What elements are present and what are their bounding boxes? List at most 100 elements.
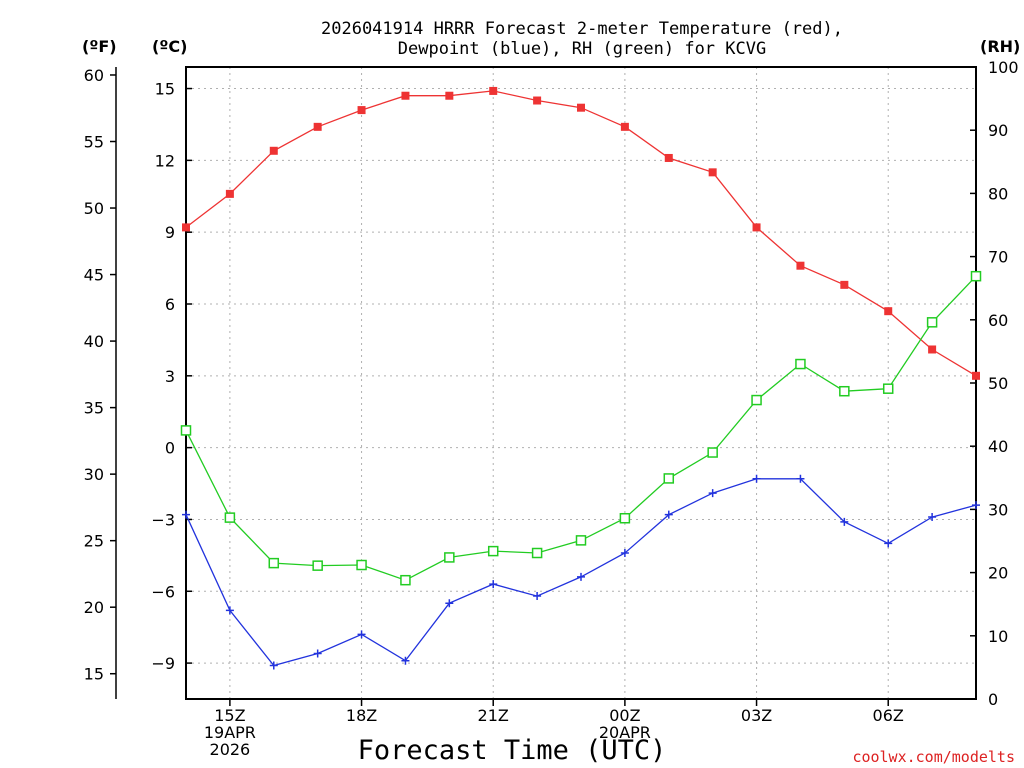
temperature-point (313, 122, 322, 131)
rh-point (707, 447, 718, 458)
rh-point (444, 552, 455, 563)
dewpoint-point (928, 513, 937, 522)
x-tick-label: 06Z (873, 706, 904, 725)
x-tick-label: 00Z (609, 706, 640, 725)
rh-point (531, 547, 543, 559)
rh-point (839, 385, 850, 397)
temperature-point (401, 91, 410, 100)
rh-tick-label: 30 (988, 500, 1008, 519)
celsius-tick-label: 9 (165, 223, 175, 242)
rh-point (795, 358, 806, 370)
temperature-point (840, 280, 849, 289)
dewpoint-point (884, 539, 893, 548)
series-rh (180, 270, 982, 586)
rh-point (268, 557, 280, 569)
dewpoint-point (620, 548, 629, 557)
fahrenheit-tick-label: 30 (84, 465, 104, 484)
rh-point (926, 317, 938, 328)
temperature-point (445, 91, 454, 100)
rh-point (224, 512, 236, 523)
fahrenheit-tick-label: 55 (84, 133, 104, 152)
rh-point (751, 394, 762, 406)
x-tick-label: 15Z (214, 706, 245, 725)
dewpoint-point (708, 489, 717, 498)
rh-tick-label: 90 (988, 121, 1008, 140)
x-tick-label: 18Z (346, 706, 377, 725)
title-line-2: Dewpoint (blue), RH (green) for KCVG (398, 39, 766, 59)
temperature-point (489, 86, 498, 95)
dewpoint-point (182, 510, 190, 519)
dewpoint-point (840, 517, 849, 526)
rh-point (400, 574, 411, 586)
fahrenheit-unit-label: (ºF) (82, 37, 117, 56)
x-tick-label: 19APR (204, 723, 256, 742)
series-temperature (182, 86, 980, 380)
celsius-tick-label: −9 (151, 654, 175, 673)
rh-tick-label: 40 (988, 437, 1008, 456)
rh-point (575, 535, 587, 546)
celsius-unit-label: (ºC) (152, 37, 187, 56)
rh-point (356, 559, 367, 571)
x-tick-label: 20APR (599, 723, 651, 742)
celsius-tick-label: 6 (165, 295, 175, 314)
title-line-1: 2026041914 HRRR Forecast 2-meter Tempera… (321, 19, 843, 39)
grid-lines (186, 67, 976, 699)
rh-tick-label: 20 (988, 564, 1008, 583)
temperature-point (884, 307, 893, 316)
dewpoint-point (664, 510, 673, 519)
series-line-temperature (185, 90, 977, 377)
temperature-point (577, 103, 585, 112)
dewpoint-point (401, 656, 410, 665)
fahrenheit-tick-label: 60 (84, 66, 104, 85)
rh-point (663, 473, 675, 484)
rh-point (487, 545, 499, 557)
rh-tick-label: 70 (988, 248, 1008, 267)
dewpoint-point (533, 592, 542, 601)
celsius-tick-label: −6 (151, 582, 175, 601)
axes: 15 20 25 30 35 40 45 50 55 60 −9 −6 −3 0 3 6 9 12 15 0 10 20 3… (84, 58, 1019, 759)
dewpoint-point (577, 572, 585, 581)
rh-point (882, 383, 894, 394)
series-line-rh (185, 275, 977, 581)
celsius-tick-label: 0 (165, 439, 175, 458)
temperature-point (357, 106, 366, 115)
rh-tick-label: 0 (988, 690, 998, 709)
temperature-point (752, 223, 761, 232)
fahrenheit-tick-label: 40 (84, 332, 104, 351)
series-layer (180, 86, 982, 670)
temperature-point (225, 189, 234, 198)
fahrenheit-tick-label: 25 (84, 532, 104, 551)
dewpoint-point (489, 580, 498, 589)
series-line-dewpoint (185, 478, 977, 667)
rh-tick-label: 50 (988, 374, 1008, 393)
celsius-tick-label: 3 (165, 367, 175, 386)
rh-tick-label: 10 (988, 627, 1008, 646)
dewpoint-point (972, 501, 980, 510)
temperature-point (928, 345, 937, 354)
x-axis-label: Forecast Time (UTC) (358, 735, 667, 766)
x-tick-label: 03Z (741, 706, 772, 725)
celsius-tick-label: −3 (151, 510, 175, 529)
temperature-point (796, 261, 805, 270)
rh-point (312, 560, 323, 571)
chart-title: 2026041914 HRRR Forecast 2-meter Tempera… (321, 19, 843, 59)
watermark: coolwx.com/modelts (852, 748, 1015, 766)
dewpoint-point (313, 649, 322, 658)
dewpoint-point (752, 474, 761, 483)
fahrenheit-tick-label: 20 (84, 598, 104, 617)
dewpoint-point (269, 661, 278, 670)
rh-point (619, 512, 631, 524)
temperature-point (620, 122, 629, 131)
dewpoint-point (796, 474, 805, 483)
plot-area-frame (185, 66, 977, 700)
rh-point (180, 425, 192, 436)
temperature-point (182, 223, 190, 232)
temperature-point (533, 96, 542, 105)
fahrenheit-tick-label: 35 (84, 399, 104, 418)
temperature-point (269, 146, 278, 155)
x-tick-label: 21Z (478, 706, 509, 725)
temperature-point (708, 168, 717, 177)
dewpoint-point (357, 630, 366, 639)
fahrenheit-tick-label: 45 (84, 266, 104, 285)
